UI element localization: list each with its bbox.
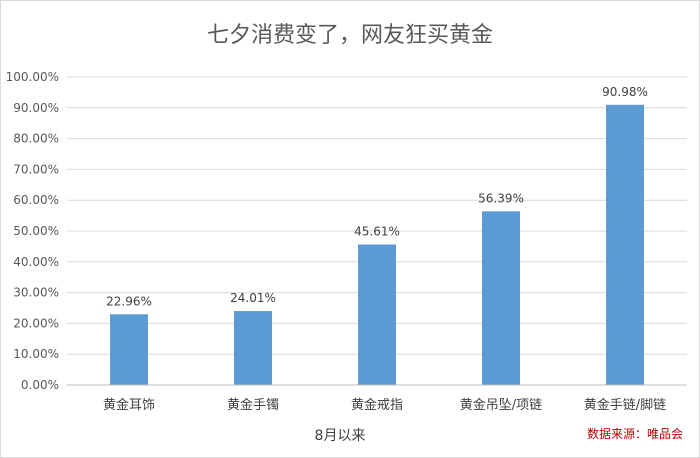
- y-tick-label: 50.00%: [13, 224, 59, 238]
- x-axis-label: 8月以来: [315, 428, 366, 444]
- data-label: 45.61%: [354, 225, 400, 239]
- data-label: 22.96%: [106, 294, 152, 308]
- y-tick-label: 30.00%: [13, 286, 59, 300]
- y-tick-label: 60.00%: [13, 193, 59, 207]
- bar: [606, 104, 644, 385]
- x-axis-categories: 黄金耳饰 黄金手镯 黄金戒指 黄金吊坠/项链 黄金手链/脚链: [103, 397, 666, 413]
- category-label: 黄金戒指: [351, 397, 403, 413]
- y-tick-label: 0.00%: [21, 378, 59, 392]
- y-tick-label: 20.00%: [13, 316, 59, 330]
- category-label: 黄金吊坠/项链: [460, 397, 542, 413]
- y-tick-label: 100.00%: [6, 70, 59, 84]
- source-note: 数据来源：唯品会: [587, 426, 683, 441]
- category-label: 黄金手链/脚链: [584, 397, 666, 413]
- y-tick-label: 90.00%: [13, 101, 59, 115]
- bars: [110, 104, 644, 385]
- data-label: 90.98%: [602, 85, 648, 99]
- y-axis-ticks: 0.00% 10.00% 20.00% 30.00% 40.00% 50.00% 60.00…: [6, 70, 59, 392]
- data-label: 56.39%: [478, 191, 524, 205]
- category-label: 黄金耳饰: [103, 397, 155, 413]
- bar: [234, 311, 272, 385]
- y-tick-label: 10.00%: [13, 347, 59, 361]
- chart-title: 七夕消费变了，网友狂买黄金: [207, 23, 493, 48]
- category-label: 黄金手镯: [227, 397, 279, 413]
- y-tick-label: 40.00%: [13, 255, 59, 269]
- bar: [358, 244, 396, 385]
- bar: [482, 211, 520, 385]
- data-labels: 22.96% 24.01% 45.61% 56.39% 90.98%: [106, 85, 648, 309]
- data-label: 24.01%: [230, 291, 276, 305]
- y-tick-label: 80.00%: [13, 132, 59, 146]
- y-tick-label: 70.00%: [13, 162, 59, 176]
- gridlines: [67, 76, 687, 355]
- bar: [110, 314, 148, 385]
